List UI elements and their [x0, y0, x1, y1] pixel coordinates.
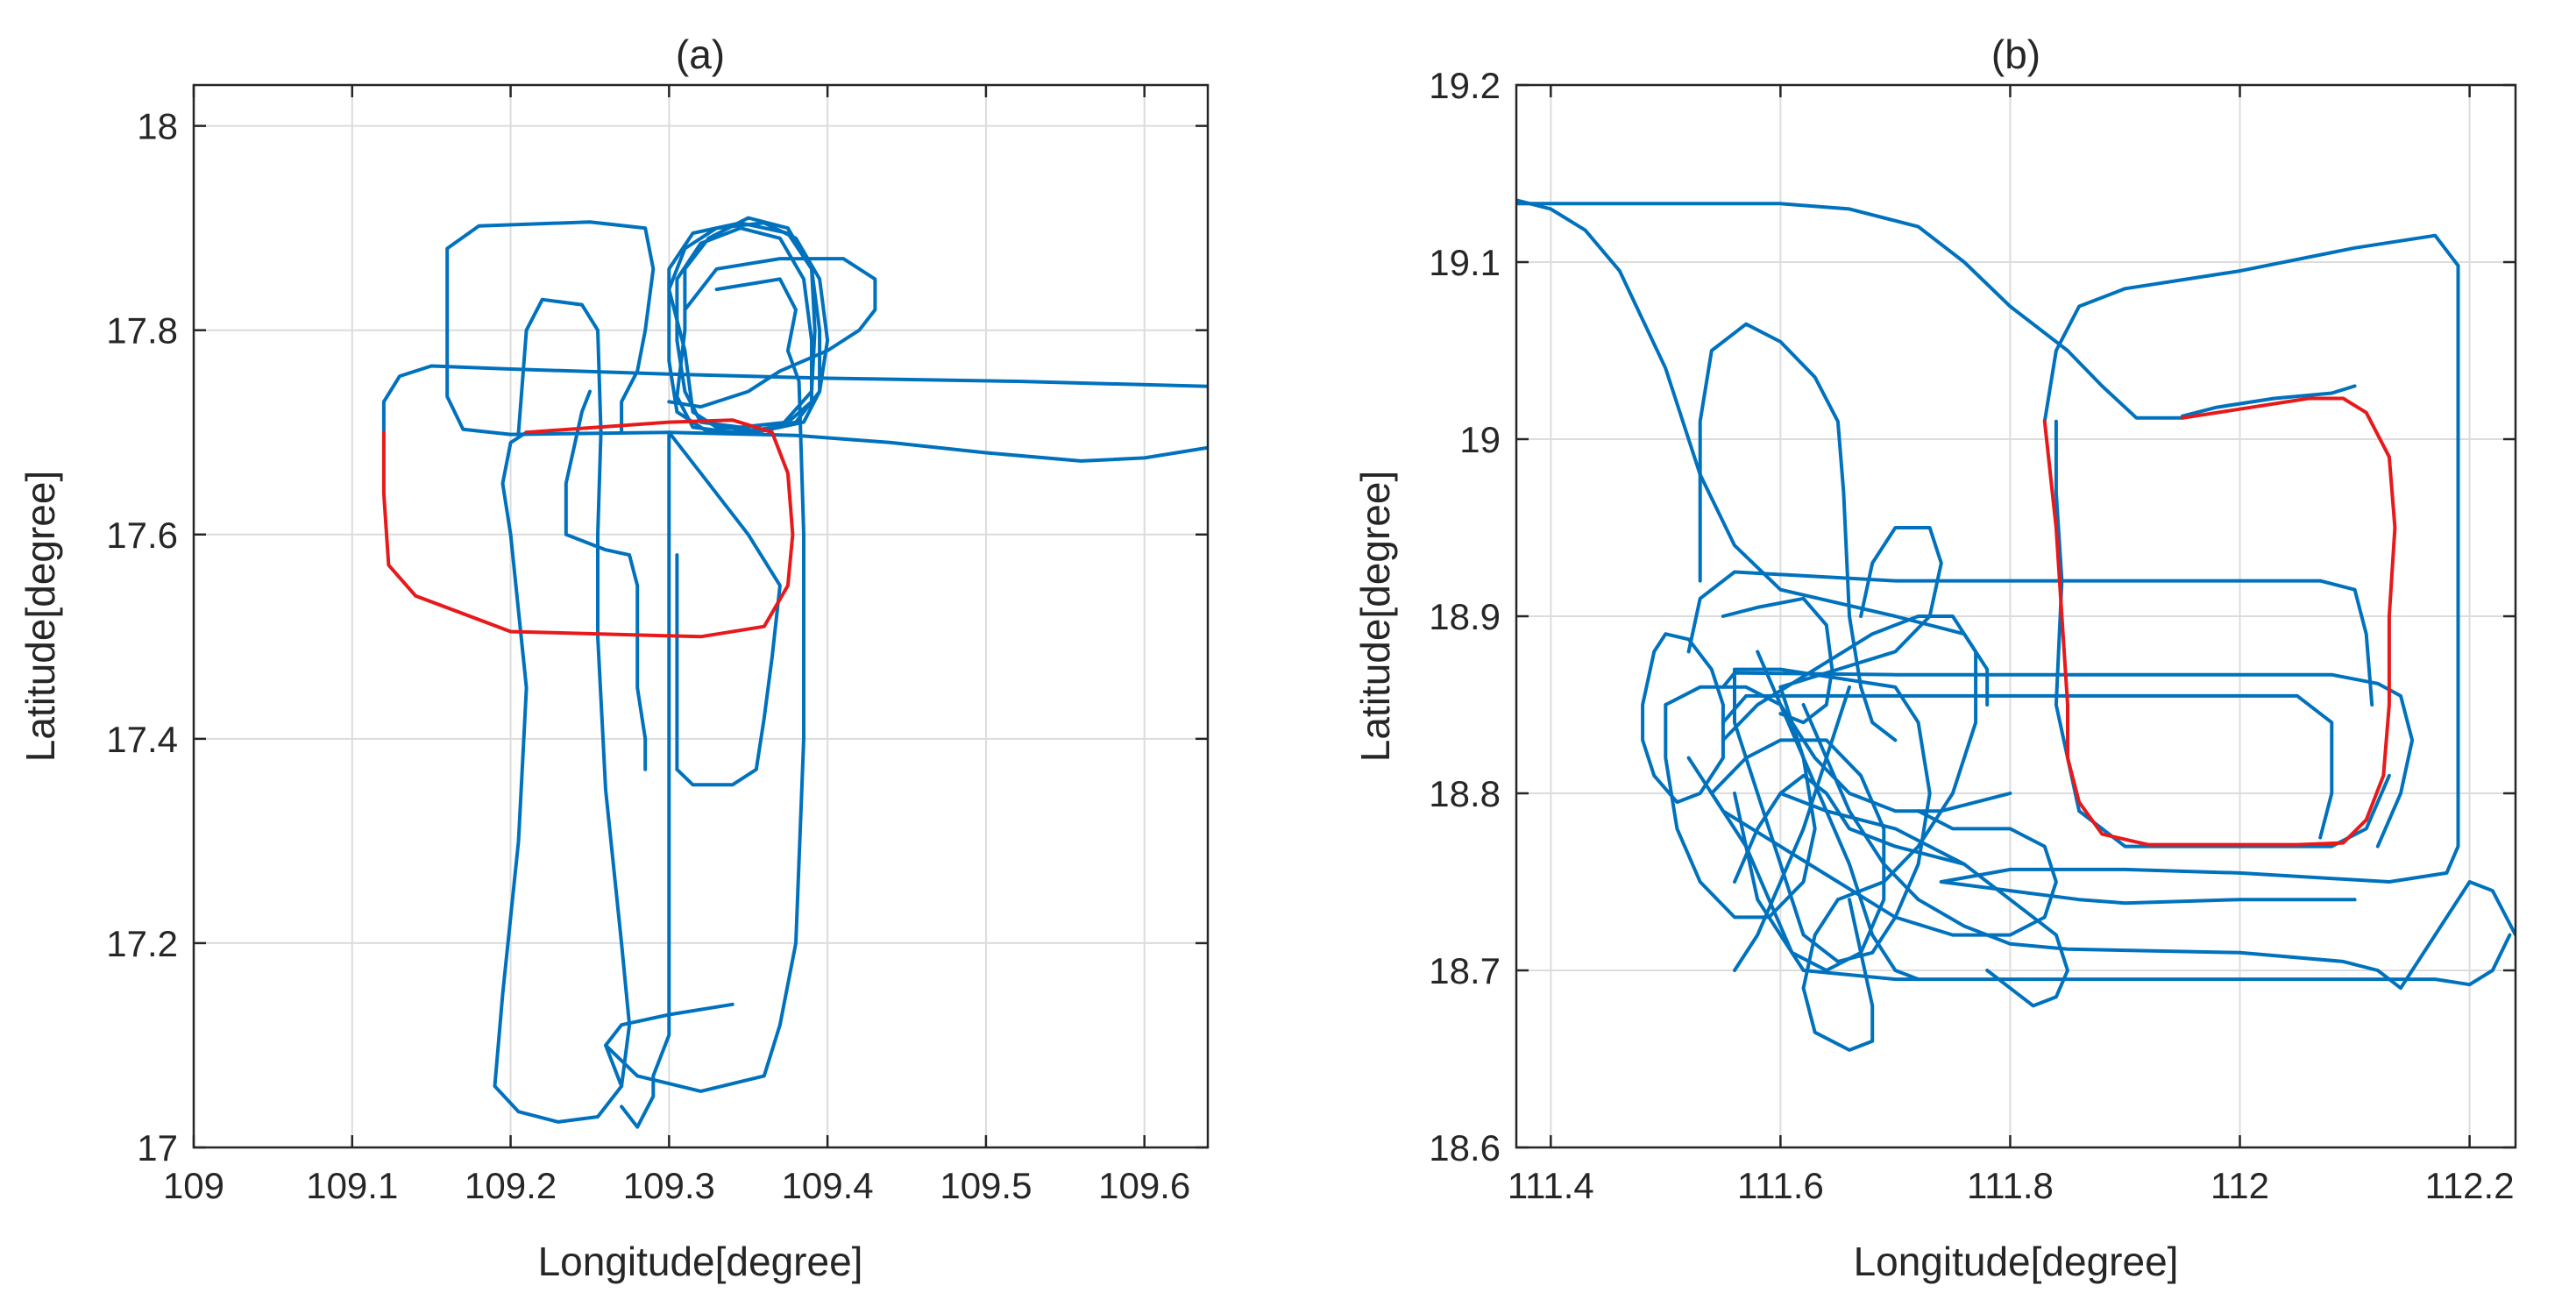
series-trajectory — [1516, 198, 2516, 1052]
track-segment — [493, 297, 632, 1124]
x-tick-label: 109.4 — [782, 1165, 874, 1206]
x-tick-label: 109.1 — [306, 1165, 398, 1206]
track-segment — [604, 277, 805, 1093]
x-tick-label: 111.8 — [1967, 1165, 2054, 1206]
x-tick-label: 109.6 — [1098, 1165, 1190, 1206]
track-segment — [675, 216, 817, 435]
panel-b-plot-lines — [1516, 198, 2516, 1052]
track-segment — [1516, 202, 2184, 420]
track-segment — [564, 389, 648, 771]
track-segment — [1698, 322, 1898, 742]
track-segment — [1686, 756, 2058, 937]
track-segment — [1778, 685, 1920, 982]
track-segment — [2042, 396, 2397, 847]
track-segment — [1733, 685, 1851, 972]
y-tick-label: 17 — [137, 1127, 178, 1168]
y-tick-label: 18.7 — [1429, 950, 1501, 991]
track-segment — [1686, 570, 2374, 707]
track-segment — [1641, 632, 1725, 805]
x-tick-label: 109.3 — [623, 1165, 715, 1206]
track-segment — [1778, 526, 1943, 689]
y-tick-label: 17.4 — [106, 719, 178, 760]
y-tick-label: 18.8 — [1429, 773, 1501, 814]
track-segment — [604, 1002, 734, 1089]
panel-a-title: (a) — [676, 32, 725, 77]
track-segment — [1721, 596, 1834, 725]
track-segment — [1733, 792, 2512, 987]
x-tick-label: 112 — [2211, 1165, 2269, 1206]
panel-b: (b) 111.4 111.6 111.8 112 112.2 18.6 18.7 18.8… — [1352, 32, 2517, 1284]
y-tick-label: 19.2 — [1429, 65, 1501, 106]
series-selected-segment — [381, 418, 795, 639]
panel-b-x-axis-label: Longitude[degree] — [1854, 1239, 2179, 1284]
track-segment — [2054, 419, 2391, 849]
track-segment — [1778, 792, 2069, 1008]
track-segment — [1801, 703, 2516, 991]
y-tick-label: 18.6 — [1429, 1127, 1501, 1168]
y-tick-label: 17.6 — [106, 515, 178, 556]
track-segment — [2181, 384, 2357, 418]
panel-b-x-ticks: 111.4 111.6 111.8 112 112.2 — [1508, 85, 2515, 1206]
panel-a: (a) 109 109.1 109.2 109.3 109.4 109.5 109.6 17… — [18, 32, 1210, 1284]
track-segment — [1756, 650, 2012, 813]
x-tick-label: 111.6 — [1737, 1165, 1824, 1206]
panel-b-y-axis-label: Latitude[degree] — [1352, 471, 1398, 763]
panel-a-plot-lines — [381, 216, 1208, 1129]
y-tick-label: 17.8 — [106, 310, 178, 352]
track-segment — [620, 430, 671, 1129]
y-tick-label: 19 — [1459, 419, 1501, 460]
panel-a-x-axis-label: Longitude[degree] — [538, 1239, 863, 1284]
track-segment — [667, 221, 830, 432]
track-segment — [1801, 898, 1875, 1052]
panel-a-x-ticks: 109 109.1 109.2 109.3 109.4 109.5 109.6 — [163, 85, 1190, 1206]
series-trajectory — [381, 216, 1208, 1129]
y-tick-label: 19.1 — [1429, 242, 1501, 283]
track-segment — [1664, 685, 1817, 920]
series-selected-segment — [2042, 396, 2397, 847]
track-segment — [1733, 773, 1966, 884]
track-segment — [667, 430, 782, 787]
panel-a-y-axis-label: Latitude[degree] — [18, 471, 63, 763]
x-tick-label: 109.5 — [940, 1165, 1032, 1206]
panel-b-grid — [1516, 84, 2516, 1148]
panel-a-axes-box — [192, 83, 1210, 1149]
track-segment — [381, 364, 1208, 435]
y-tick-label: 18.9 — [1429, 596, 1501, 637]
panel-a-grid — [193, 85, 1208, 1148]
panel-a-y-ticks: 17 17.2 17.4 17.6 17.8 18 — [106, 106, 1208, 1168]
track-segment — [381, 418, 795, 639]
track-segment — [667, 257, 877, 409]
track-segment — [445, 220, 1208, 463]
track-segment — [667, 221, 822, 435]
panel-b-title: (b) — [1991, 32, 2040, 77]
track-segment — [1709, 738, 1886, 972]
x-tick-label: 109 — [163, 1165, 224, 1206]
x-tick-label: 112.2 — [2425, 1165, 2515, 1206]
y-tick-label: 17.2 — [106, 923, 178, 964]
x-tick-label: 111.4 — [1508, 1165, 1594, 1206]
panel-b-y-ticks: 18.6 18.7 18.8 18.9 19 19.1 19.2 — [1429, 65, 2516, 1168]
track-segment — [1939, 233, 2460, 884]
x-tick-label: 109.2 — [465, 1165, 557, 1206]
y-tick-label: 18 — [137, 106, 178, 147]
